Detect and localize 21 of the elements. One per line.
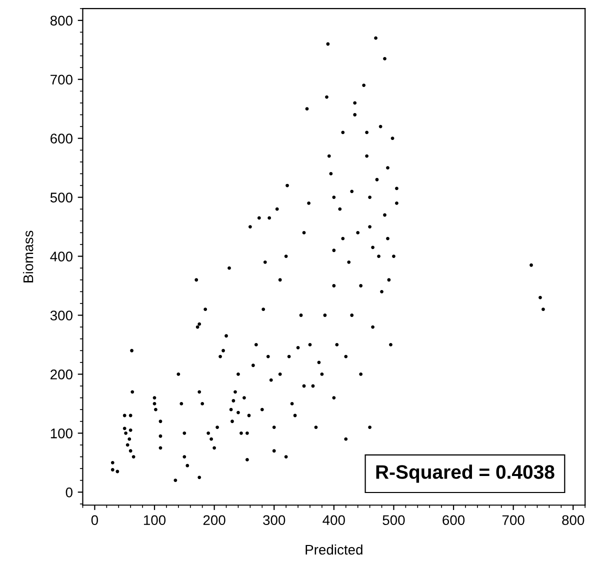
annotation: R-Squared = 0.4038 — [376, 464, 554, 483]
x-tick-label: 400 — [322, 515, 345, 526]
y-axis-title: Biomass — [23, 230, 34, 282]
y-tick-label: 300 — [50, 310, 72, 320]
y-tick-label: 700 — [50, 74, 72, 85]
y-tick-label: 600 — [50, 134, 72, 144]
y-tick-label: 800 — [50, 16, 72, 26]
x-tick-label: 700 — [502, 515, 524, 526]
x-tick-label: 300 — [263, 515, 286, 526]
y-tick-label: 200 — [50, 370, 72, 380]
x-tick-label: 0 — [91, 515, 98, 526]
x-axis-title: Predicted — [306, 544, 362, 555]
x-tick-label: 500 — [382, 515, 405, 526]
y-tick-label: 400 — [50, 252, 72, 262]
y-tick-label: 500 — [50, 192, 72, 202]
y-tick-label: 0 — [66, 487, 72, 498]
y-tick-label: 100 — [50, 428, 72, 438]
x-tick-label: 600 — [442, 515, 465, 526]
x-tick-label: 800 — [562, 515, 584, 526]
x-tick-label: 100 — [144, 515, 166, 526]
x-tick-label: 200 — [203, 515, 226, 526]
